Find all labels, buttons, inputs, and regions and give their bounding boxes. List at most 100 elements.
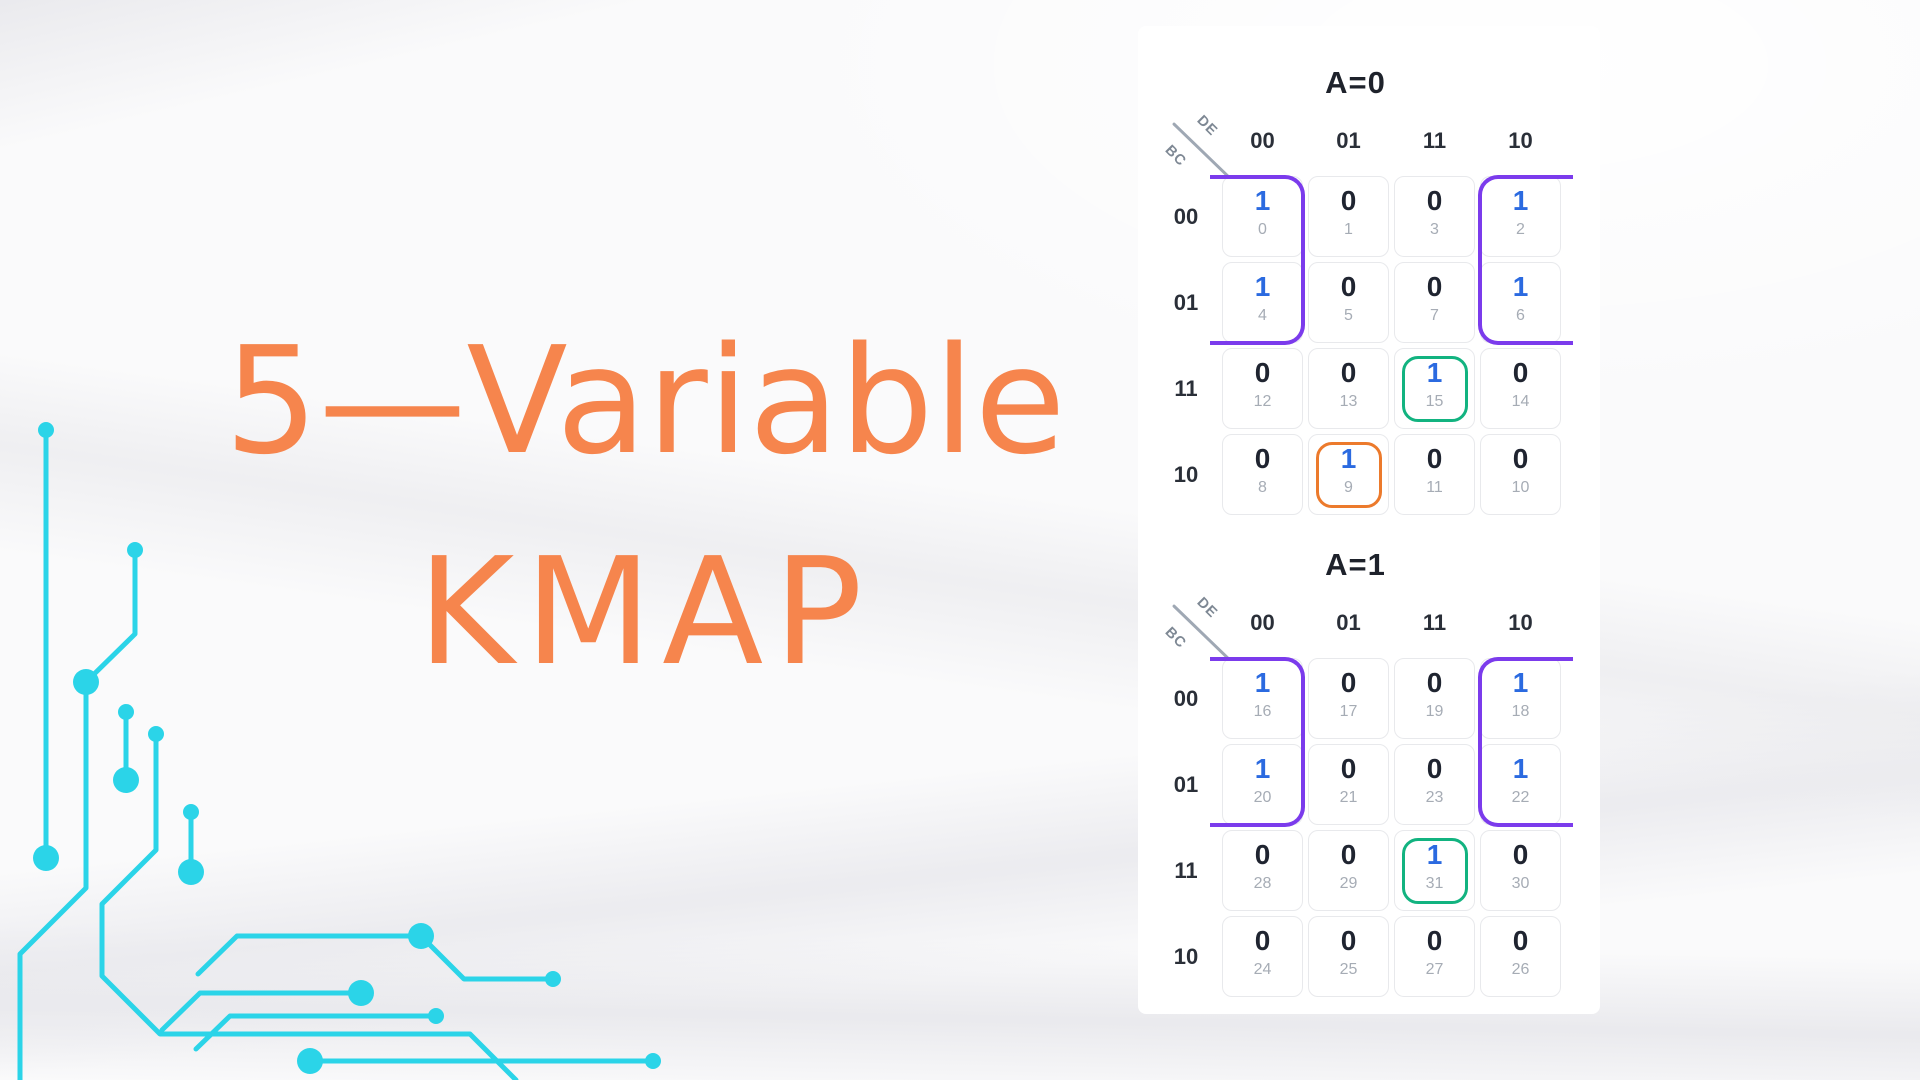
slide-title-line2: KMAP bbox=[417, 525, 873, 698]
kmap-cell: 0 24 bbox=[1222, 916, 1303, 997]
col-label: 00 bbox=[1250, 128, 1275, 153]
cell-minterm: 17 bbox=[1339, 703, 1358, 720]
cell-minterm: 20 bbox=[1253, 789, 1272, 806]
cell-value: 0 bbox=[1512, 357, 1529, 388]
kmap-grid: 1 16 0 17 0 19 1 18 1 20 0 21 0 23 1 22 0 28 0 29 1 31 0 30 0 24 0… bbox=[1210, 657, 1573, 997]
kmap-a0-title: A=0 bbox=[1325, 65, 1386, 100]
cell-minterm: 24 bbox=[1253, 961, 1272, 978]
cell-value: 0 bbox=[1426, 271, 1443, 302]
kmap-cell: 0 12 bbox=[1222, 348, 1303, 429]
cell-minterm: 10 bbox=[1511, 479, 1530, 496]
cell-value: 1 bbox=[1426, 839, 1443, 870]
cell-minterm: 21 bbox=[1339, 789, 1358, 806]
cell-minterm: 26 bbox=[1511, 961, 1530, 978]
row-label: 00 bbox=[1173, 685, 1199, 711]
row-label: 11 bbox=[1174, 857, 1198, 883]
cell-minterm: 8 bbox=[1258, 479, 1267, 496]
cell-minterm: 9 bbox=[1344, 479, 1353, 496]
cell-value: 1 bbox=[1512, 667, 1529, 698]
row-label: 01 bbox=[1173, 289, 1199, 315]
col-label: 00 bbox=[1250, 610, 1275, 635]
cell-value: 1 bbox=[1512, 753, 1529, 784]
kmap-cell: 1 15 bbox=[1394, 348, 1475, 429]
kmap-a1-title: A=1 bbox=[1325, 547, 1386, 582]
cell-minterm: 4 bbox=[1258, 307, 1267, 324]
cell-minterm: 29 bbox=[1339, 875, 1358, 892]
kmap-grid: 1 0 0 1 0 3 1 2 1 4 0 5 0 7 1 6 0 12 0 13 1 15 0 14 0 8 1 9 0 11 0 10 bbox=[1210, 175, 1573, 515]
row-label: 10 bbox=[1173, 461, 1199, 487]
corner-label-bc: BC bbox=[1161, 142, 1190, 170]
cell-minterm: 1 bbox=[1344, 221, 1353, 238]
cell-minterm: 2 bbox=[1516, 221, 1525, 238]
slide-title: 5—Variable KMAP bbox=[55, 320, 1235, 694]
cell-value: 1 bbox=[1254, 185, 1271, 216]
cell-minterm: 14 bbox=[1511, 393, 1530, 410]
row-label: 01 bbox=[1173, 771, 1199, 797]
kmap-cell: 1 20 bbox=[1222, 744, 1303, 825]
cell-value: 0 bbox=[1254, 839, 1271, 870]
kmap-cell: 0 21 bbox=[1308, 744, 1389, 825]
cell-value: 1 bbox=[1512, 271, 1529, 302]
kmap-cell: 0 26 bbox=[1480, 916, 1561, 997]
kmap-cell: 0 23 bbox=[1394, 744, 1475, 825]
cell-value: 0 bbox=[1512, 443, 1529, 474]
cell-value: 0 bbox=[1340, 185, 1357, 216]
cell-value: 0 bbox=[1340, 753, 1357, 784]
cell-value: 0 bbox=[1512, 925, 1529, 956]
cell-value: 0 bbox=[1340, 839, 1357, 870]
cell-minterm: 3 bbox=[1430, 221, 1439, 238]
col-label: 11 bbox=[1422, 128, 1447, 153]
cell-minterm: 25 bbox=[1339, 961, 1358, 978]
cell-value: 0 bbox=[1426, 925, 1443, 956]
kmap-cell: 0 14 bbox=[1480, 348, 1561, 429]
axis-corner: DE BC bbox=[1150, 106, 1241, 188]
cell-minterm: 15 bbox=[1425, 393, 1444, 410]
row-label: 00 bbox=[1173, 203, 1199, 229]
col-label: 10 bbox=[1508, 610, 1533, 635]
column-labels: 00 01 11 10 bbox=[1222, 106, 1561, 176]
col-label: 01 bbox=[1336, 610, 1361, 635]
row-label: 10 bbox=[1173, 943, 1199, 969]
cell-value: 0 bbox=[1426, 185, 1443, 216]
cell-value: 0 bbox=[1254, 443, 1271, 474]
cell-value: 1 bbox=[1254, 667, 1271, 698]
cell-value: 0 bbox=[1340, 357, 1357, 388]
cell-value: 1 bbox=[1340, 443, 1357, 474]
kmap-cell: 1 22 bbox=[1480, 744, 1561, 825]
col-label: 10 bbox=[1508, 128, 1533, 153]
cell-minterm: 0 bbox=[1258, 221, 1267, 238]
kmap-cell: 0 13 bbox=[1308, 348, 1389, 429]
row-label: 11 bbox=[1174, 375, 1198, 401]
kmap-cell: 0 11 bbox=[1394, 434, 1475, 515]
cell-minterm: 22 bbox=[1511, 789, 1530, 806]
cell-minterm: 12 bbox=[1253, 393, 1272, 410]
circuit-traces-icon bbox=[17, 422, 661, 1080]
cell-minterm: 18 bbox=[1511, 703, 1530, 720]
kmap-cell: 0 10 bbox=[1480, 434, 1561, 515]
cell-value: 0 bbox=[1340, 271, 1357, 302]
kmap-cell: 0 28 bbox=[1222, 830, 1303, 911]
kmap-cell: 0 17 bbox=[1308, 658, 1389, 739]
cell-value: 1 bbox=[1512, 185, 1529, 216]
cell-value: 0 bbox=[1254, 925, 1271, 956]
corner-label-bc: BC bbox=[1161, 624, 1190, 652]
cell-value: 0 bbox=[1426, 753, 1443, 784]
slide-title-line1: 5—Variable bbox=[224, 315, 1066, 487]
kmap-a1: A=1 DE BC 00 01 11 10 00 01 11 10 1 16 0 17 0 19 1 18… bbox=[1150, 542, 1573, 997]
cell-minterm: 30 bbox=[1511, 875, 1530, 892]
cell-minterm: 28 bbox=[1253, 875, 1272, 892]
cell-minterm: 16 bbox=[1253, 703, 1272, 720]
cell-minterm: 11 bbox=[1426, 479, 1443, 496]
cell-value: 1 bbox=[1426, 357, 1443, 388]
corner-label-de: DE bbox=[1193, 594, 1221, 622]
cell-minterm: 6 bbox=[1516, 307, 1525, 324]
kmap-cell: 0 30 bbox=[1480, 830, 1561, 911]
cell-value: 1 bbox=[1254, 753, 1271, 784]
